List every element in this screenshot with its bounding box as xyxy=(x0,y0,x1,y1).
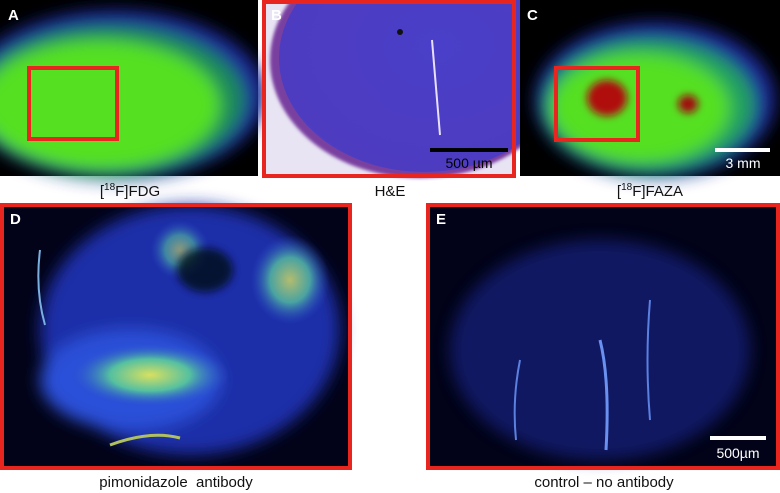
hot-spot xyxy=(587,80,698,116)
staining xyxy=(250,235,330,325)
caption-superscript: 18 xyxy=(621,182,633,193)
caption-part: [ xyxy=(100,183,105,200)
panel-b: 500 µm B xyxy=(262,0,570,178)
dark-region xyxy=(177,248,233,292)
vessel xyxy=(513,359,521,441)
scale-bar xyxy=(715,148,770,152)
vessel xyxy=(431,39,441,136)
tissue xyxy=(279,0,569,172)
caption-part: F]FDG xyxy=(115,183,160,200)
panel-letter: D xyxy=(10,211,21,228)
panel-letter: E xyxy=(436,211,446,228)
caption: [18F]FDG xyxy=(100,182,160,200)
scale-bar xyxy=(710,436,766,440)
spot xyxy=(397,29,403,35)
caption: control – no antibody xyxy=(534,474,674,491)
panel-border xyxy=(426,203,780,470)
tissue xyxy=(450,240,750,460)
scale-label: 3 mm xyxy=(726,155,761,171)
panel-border xyxy=(0,203,352,470)
caption: pimonidazole antibody xyxy=(99,474,253,491)
panel-letter: C xyxy=(527,7,538,24)
panel-a: A xyxy=(0,0,265,180)
panel-letter: B xyxy=(271,7,282,24)
roi-box xyxy=(554,66,640,142)
caption: H&E xyxy=(375,183,406,200)
panel-e: 500µm E xyxy=(426,203,780,470)
panel-border xyxy=(262,0,516,178)
caption-part: [ xyxy=(617,183,622,200)
panel-letter: A xyxy=(8,7,19,24)
vessel xyxy=(109,433,181,447)
caption-superscript: 18 xyxy=(104,182,116,193)
scale-label: 500 µm xyxy=(446,155,493,171)
scale-label: 500µm xyxy=(716,445,759,461)
scale-bar xyxy=(430,148,508,152)
caption-part: F]FAZA xyxy=(632,183,683,200)
panel-d: D xyxy=(0,203,352,470)
caption: [18F]FAZA xyxy=(617,182,683,200)
roi-box xyxy=(27,66,119,141)
vessel xyxy=(598,339,609,451)
vessel xyxy=(646,299,651,421)
vessel xyxy=(37,249,46,326)
staining xyxy=(70,343,230,407)
panel-c: 3 mm C xyxy=(520,0,780,178)
